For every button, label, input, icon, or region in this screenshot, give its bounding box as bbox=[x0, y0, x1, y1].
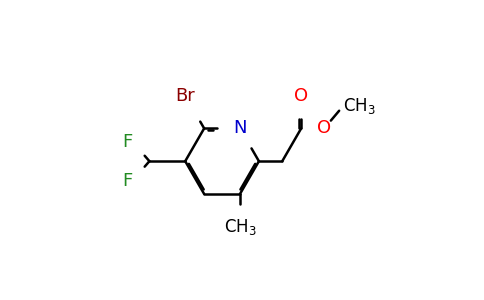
FancyBboxPatch shape bbox=[318, 122, 331, 135]
FancyBboxPatch shape bbox=[233, 122, 247, 135]
FancyBboxPatch shape bbox=[175, 89, 196, 102]
Text: CH$_3$: CH$_3$ bbox=[343, 97, 376, 116]
Text: O: O bbox=[317, 119, 332, 137]
Text: N: N bbox=[233, 119, 247, 137]
FancyBboxPatch shape bbox=[126, 135, 139, 148]
Text: CH$_3$: CH$_3$ bbox=[224, 217, 257, 237]
FancyBboxPatch shape bbox=[126, 174, 139, 187]
Text: O: O bbox=[294, 87, 308, 105]
Text: Br: Br bbox=[175, 87, 195, 105]
Text: F: F bbox=[122, 133, 133, 151]
FancyBboxPatch shape bbox=[294, 89, 308, 102]
Text: F: F bbox=[122, 172, 133, 190]
